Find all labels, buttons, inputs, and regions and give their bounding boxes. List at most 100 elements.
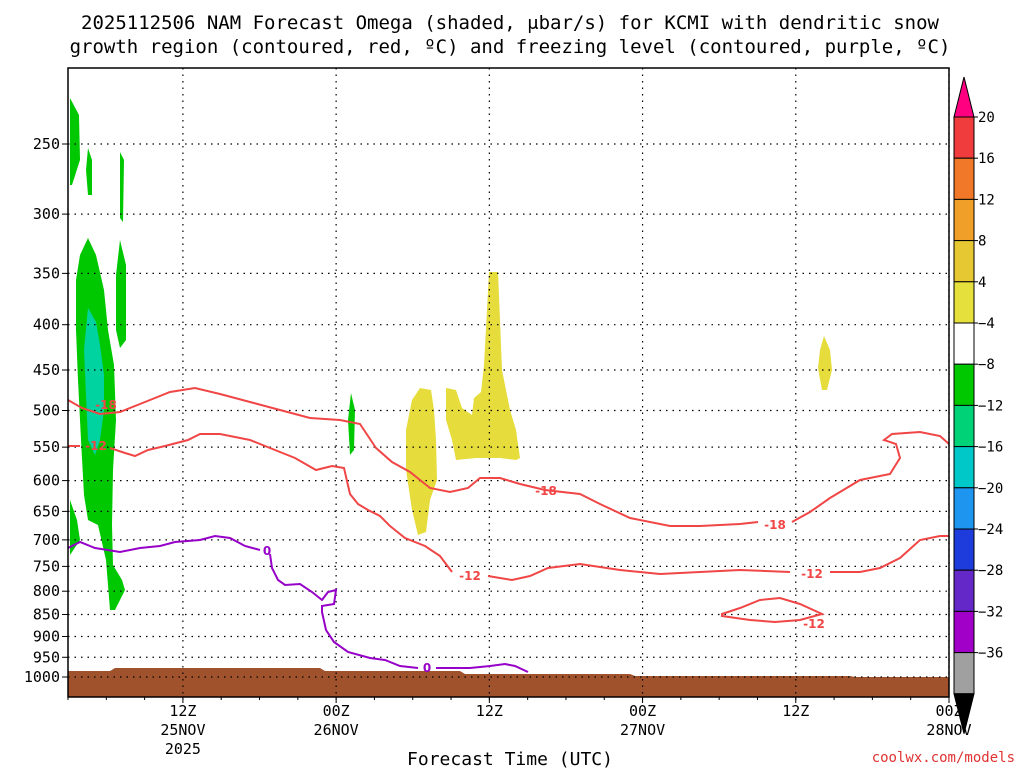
colorbar-level-label: −32: [978, 604, 1003, 620]
colorbar-swatch: [953, 569, 975, 612]
pressure-tick-label: 900: [33, 627, 60, 645]
colorbar-bottom-arrow: [953, 693, 975, 734]
colorbar-level-label: 16: [978, 151, 995, 167]
pressure-tick-label: 750: [33, 557, 60, 575]
omega-colorbar: 20 16 12 8 4 −4 −8 −12 −16 −20 −24 −28 −32 −36: [953, 76, 1003, 734]
colorbar-level-label: −16: [978, 440, 1003, 456]
time-tick-label: 00Z: [629, 702, 656, 720]
colorbar-level-label: −24: [978, 522, 1003, 538]
pressure-axis: 250 300 350 400 450 500 550 600 650 700 750 800 850 9…: [24, 135, 68, 686]
colorbar-swatch: [953, 446, 975, 489]
pressure-tick-label: 400: [33, 316, 60, 334]
dgz-contours: [67, 386, 950, 624]
omega-yellow-region: [446, 272, 520, 460]
colorbar-level-label: 12: [978, 192, 995, 208]
x-axis-title: Forecast Time (UTC): [407, 749, 613, 768]
colorbar-swatch: [953, 610, 975, 654]
contour-labels: -18 -12 -18 -18 -12 -12 -12 0 0: [85, 398, 825, 675]
plot-frame: [67, 67, 950, 698]
colorbar-level-label: 20: [978, 110, 995, 126]
pressure-tick-label: 550: [33, 438, 60, 456]
dgz-label-minus12-right: -12: [801, 567, 823, 581]
colorbar-level-label: −36: [978, 646, 1003, 662]
colorbar-top-arrow: [953, 76, 975, 118]
dgz-label-minus18-mid: -18: [535, 484, 557, 498]
freezing-level-upper-contour: [67, 534, 261, 554]
colorbar-level-label: −28: [978, 563, 1003, 579]
time-tick-label: 00Z: [323, 702, 350, 720]
dgz-label-minus18-left: -18: [95, 398, 117, 412]
freezing-level-lower-contour: [269, 553, 419, 669]
freezing-label-0-bottom: 0: [423, 661, 431, 675]
colorbar-swatch: [953, 116, 975, 159]
freezing-level-contours: [67, 534, 529, 673]
pressure-tick-label: 650: [33, 502, 60, 520]
colorbar-swatch: [953, 487, 975, 530]
plot-area: [68, 68, 949, 697]
time-tick-label: 2025: [165, 740, 201, 758]
colorbar-swatch: [953, 652, 975, 695]
colorbar-swatch: [953, 322, 975, 365]
colorbar-swatch: [953, 363, 975, 406]
omega-green-region: [70, 500, 80, 555]
colorbar-swatch: [953, 157, 975, 200]
pressure-tick-label: 800: [33, 582, 60, 600]
omega-green-region: [116, 240, 126, 348]
dgz-minus12-lower-contour: [487, 562, 791, 582]
time-tick-label: 00Z: [935, 702, 962, 720]
omega-yellow-region: [818, 336, 832, 390]
chart-title-line-1: 2025112506 NAM Forecast Omega (shaded, μ…: [81, 12, 939, 34]
dgz-minus18-right-contour: [791, 430, 950, 523]
freezing-label-0-upper: 0: [263, 544, 271, 558]
dgz-minus18-left-contour: [67, 386, 759, 527]
colorbar-swatch: [953, 281, 975, 324]
pressure-tick-label: 350: [33, 264, 60, 282]
colorbar-level-label: 4: [978, 275, 986, 291]
pressure-tick-label: 300: [33, 205, 60, 223]
colorbar-level-label: −12: [978, 398, 1003, 414]
time-tick-label: 12Z: [782, 702, 809, 720]
time-tick-label: 26NOV: [314, 721, 359, 739]
time-tick-label: 12Z: [476, 702, 503, 720]
dgz-label-minus12-left: -12: [85, 439, 107, 453]
omega-yellow-region: [406, 388, 437, 535]
omega-green-region: [120, 152, 124, 222]
dgz-label-minus12-mid: -12: [459, 569, 481, 583]
colorbar-level-label: 8: [978, 234, 986, 250]
chart-title-line-2: growth region (contoured, red, ºC) and f…: [70, 36, 951, 58]
time-tick-label: 28NOV: [926, 721, 971, 739]
pressure-tick-label: 850: [33, 606, 60, 624]
colorbar-level-label: −8: [978, 357, 995, 373]
colorbar-swatch: [953, 404, 975, 448]
omega-shading: [70, 98, 832, 610]
colorbar-swatch: [953, 528, 975, 571]
pressure-tick-label: 600: [33, 472, 60, 490]
omega-green-region: [70, 98, 80, 185]
time-tick-label: 25NOV: [160, 721, 205, 739]
colorbar-swatch: [953, 198, 975, 242]
dgz-minus12-right-contour: [830, 535, 949, 573]
pressure-tick-label: 450: [33, 361, 60, 379]
pressure-tick-label: 950: [33, 648, 60, 666]
freezing-level-bottom-contour: [436, 662, 529, 673]
omega-green-region: [86, 148, 92, 195]
colorbar-level-label: −4: [978, 316, 995, 332]
pressure-tick-label: 250: [33, 135, 60, 153]
dgz-minus12-closed-contour: [721, 596, 825, 624]
time-tick-label: 12Z: [169, 702, 196, 720]
pressure-tick-label: 700: [33, 531, 60, 549]
ground-terrain: [68, 668, 949, 697]
omega-teal-region: [84, 308, 104, 455]
dgz-label-minus12-closed: -12: [803, 617, 825, 631]
omega-green-region: [348, 393, 355, 455]
credit-text: coolwx.com/models: [872, 750, 1015, 766]
colorbar-level-label: −20: [978, 481, 1003, 497]
pressure-tick-label: 1000: [24, 668, 60, 686]
dgz-label-minus18-right: -18: [764, 518, 786, 532]
colorbar-swatch: [953, 240, 975, 283]
pressure-tick-label: 500: [33, 402, 60, 420]
time-tick-label: 27NOV: [620, 721, 665, 739]
dgz-minus12-upper-contour: [109, 433, 453, 573]
